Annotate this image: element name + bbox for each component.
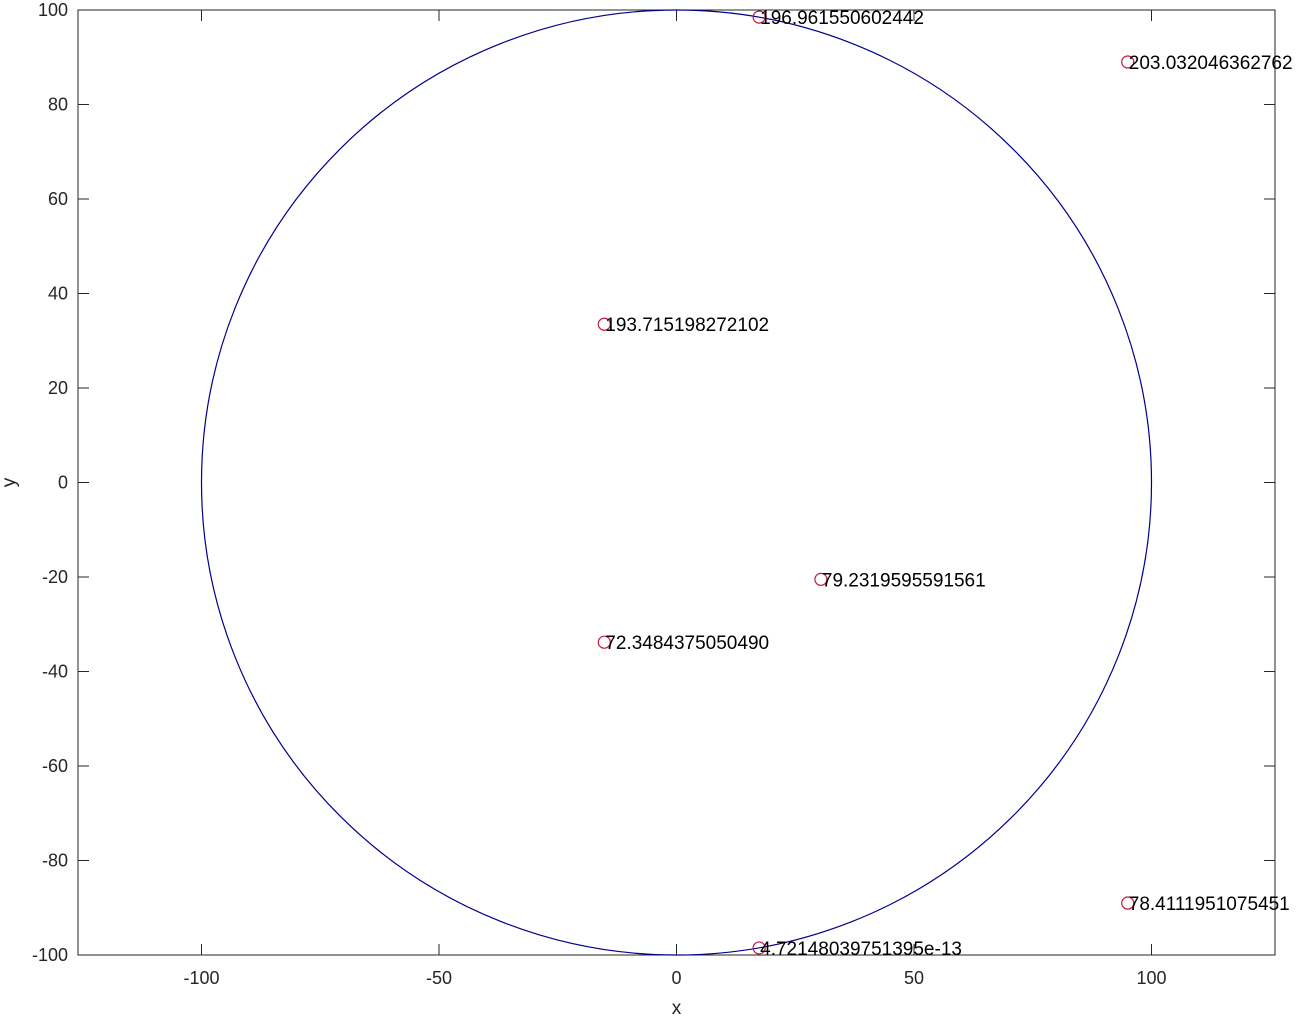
x-tick-label: 0 bbox=[671, 968, 681, 988]
data-point-marker bbox=[752, 10, 766, 24]
y-tick-label: 100 bbox=[38, 0, 68, 20]
data-point-marker bbox=[1121, 55, 1135, 69]
data-point-marker bbox=[597, 635, 611, 649]
data-point-marker bbox=[752, 941, 766, 955]
data-point-label: 78.4111951075451 bbox=[1129, 894, 1290, 915]
x-tick-label: -100 bbox=[183, 968, 219, 988]
y-tick-label: -100 bbox=[32, 945, 68, 965]
data-point-marker bbox=[1121, 896, 1135, 910]
data-point-label: 203.032046362762 bbox=[1129, 53, 1293, 74]
data-point-label: 193.715198272102 bbox=[605, 315, 769, 336]
x-tick-label: -50 bbox=[426, 968, 452, 988]
y-tick-label: 80 bbox=[48, 95, 68, 115]
y-axis-label: y bbox=[0, 477, 20, 487]
y-tick-label: -80 bbox=[42, 851, 68, 871]
boundary-circle bbox=[200, 9, 1153, 956]
data-point-marker bbox=[814, 572, 828, 586]
y-tick-label: 20 bbox=[48, 378, 68, 398]
data-point-label: 196.961550602442 bbox=[760, 8, 924, 29]
x-tick-label: 100 bbox=[1136, 968, 1166, 988]
data-point-label: 4.72148039751395e-13 bbox=[760, 939, 962, 960]
y-tick-label: -40 bbox=[42, 662, 68, 682]
y-tick-label: 0 bbox=[58, 473, 68, 493]
y-tick-label: -60 bbox=[42, 756, 68, 776]
y-tick-label: 40 bbox=[48, 284, 68, 304]
x-axis-label: x bbox=[672, 998, 682, 1017]
x-tick-label: 50 bbox=[904, 968, 924, 988]
data-points: 196.961550602442 203.032046362762 193.7151… bbox=[597, 8, 1293, 960]
y-tick-label: -20 bbox=[42, 567, 68, 587]
y-tick-label: 60 bbox=[48, 189, 68, 209]
axis-ticks bbox=[78, 9, 1275, 956]
data-point-label: 72.3484375050490 bbox=[605, 633, 769, 654]
data-point-label: 79.2319595591561 bbox=[822, 570, 986, 591]
data-point-marker bbox=[597, 317, 611, 331]
axis-tick-labels: -100 -50 0 50 100 -100 -80 -60 -40 -20 0 20 40 60 80 10… bbox=[32, 0, 1167, 988]
plot-area bbox=[77, 9, 1276, 956]
